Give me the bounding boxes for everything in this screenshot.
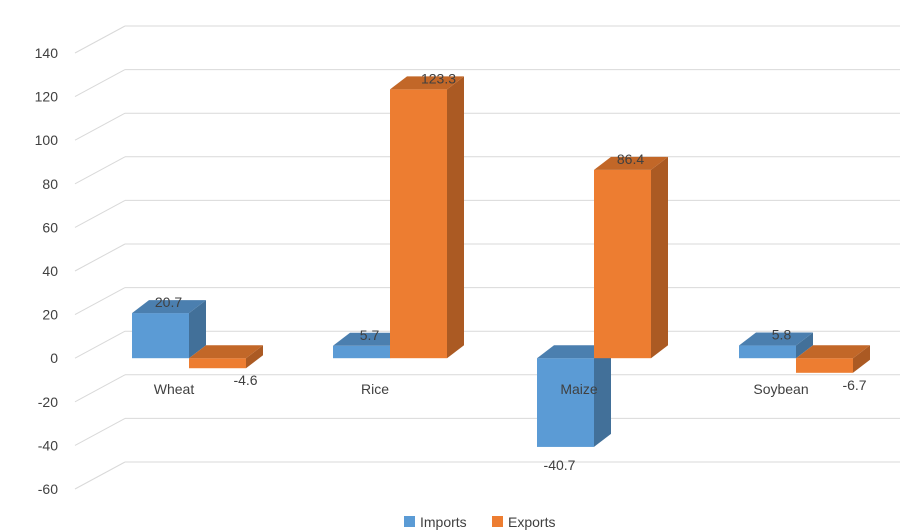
data-labels: 20.7 -4.6 5.7 123.3 -40.7 86.4 5.8 -6.7 [155,70,867,473]
x-tick-label: Rice [361,381,389,397]
y-tick-label: 0 [50,350,58,366]
y-tick-label: 120 [35,89,59,105]
gridline-slant [74,25,126,54]
bar-front [333,345,390,359]
bar-side [796,332,813,359]
bar-imports-soybean [739,332,813,359]
bar-front [390,89,447,359]
legend-swatch [492,516,503,527]
data-label: 5.8 [772,327,792,343]
bar-top [537,345,611,359]
legend-item-imports[interactable]: Imports [404,514,467,530]
y-tick-label: -40 [38,437,58,453]
y-tick-label: -60 [38,481,58,497]
bar-exports-rice [390,76,464,359]
legend-swatch [404,516,415,527]
bars [132,76,870,447]
bar-top [189,345,263,359]
data-label: -4.6 [233,372,257,388]
x-tick-label: Wheat [154,381,195,397]
y-axis: -60 -40 -20 0 20 40 60 80 100 120 140 [35,45,59,497]
gridline-slant [74,156,126,185]
bar-side [189,300,206,359]
bar-front [594,169,651,359]
bar-top [333,332,407,346]
bar-exports-soybean [796,345,870,373]
gridline-slant [74,374,126,403]
gridline-slant [74,243,126,272]
data-label: -6.7 [842,377,866,393]
y-tick-label: 40 [42,263,58,279]
gridline-slant [74,199,126,228]
gridlines [74,25,900,490]
data-label: -40.7 [544,457,576,473]
gridline-slant [74,417,126,446]
legend-label: Exports [508,514,555,530]
gridline-slant [74,69,126,98]
bar-front [739,345,796,359]
bar-top [739,332,813,346]
y-tick-label: 100 [35,132,59,148]
y-tick-label: 80 [42,176,58,192]
y-tick-label: -20 [38,394,58,410]
bar-side [853,345,870,373]
data-label: 86.4 [617,151,644,167]
legend-item-exports[interactable]: Exports [492,514,555,530]
data-label: 20.7 [155,294,182,310]
data-label: 123.3 [421,70,456,86]
bar-top [132,300,206,314]
bar-top [390,76,464,90]
gridline-slant [74,287,126,316]
x-tick-label: Soybean [753,381,808,397]
y-tick-label: 140 [35,45,59,61]
bar-side [246,345,263,369]
bar-side [594,345,611,447]
bar-exports-wheat [189,345,263,369]
bar-front [537,358,594,447]
bar-imports-maize [537,345,611,447]
bar-side [651,156,668,359]
gridline-slant [74,330,126,359]
bar-front [796,358,853,373]
bar-top [796,345,870,359]
x-tick-label: Maize [560,381,598,397]
y-tick-label: 20 [42,307,58,323]
category-axis: Wheat Rice Maize Soybean [154,381,809,397]
bar-front [132,313,189,359]
bar-top [594,156,668,170]
bar-front [189,358,246,369]
y-tick-label: 60 [42,219,58,235]
data-label: 5.7 [360,327,380,343]
legend-label: Imports [420,514,467,530]
gridline-slant [74,112,126,141]
bar-side [447,76,464,359]
legend[interactable]: Imports Exports [404,514,555,530]
gridline-slant [74,461,126,490]
bar-imports-wheat [132,300,206,359]
bar-exports-maize [594,156,668,359]
